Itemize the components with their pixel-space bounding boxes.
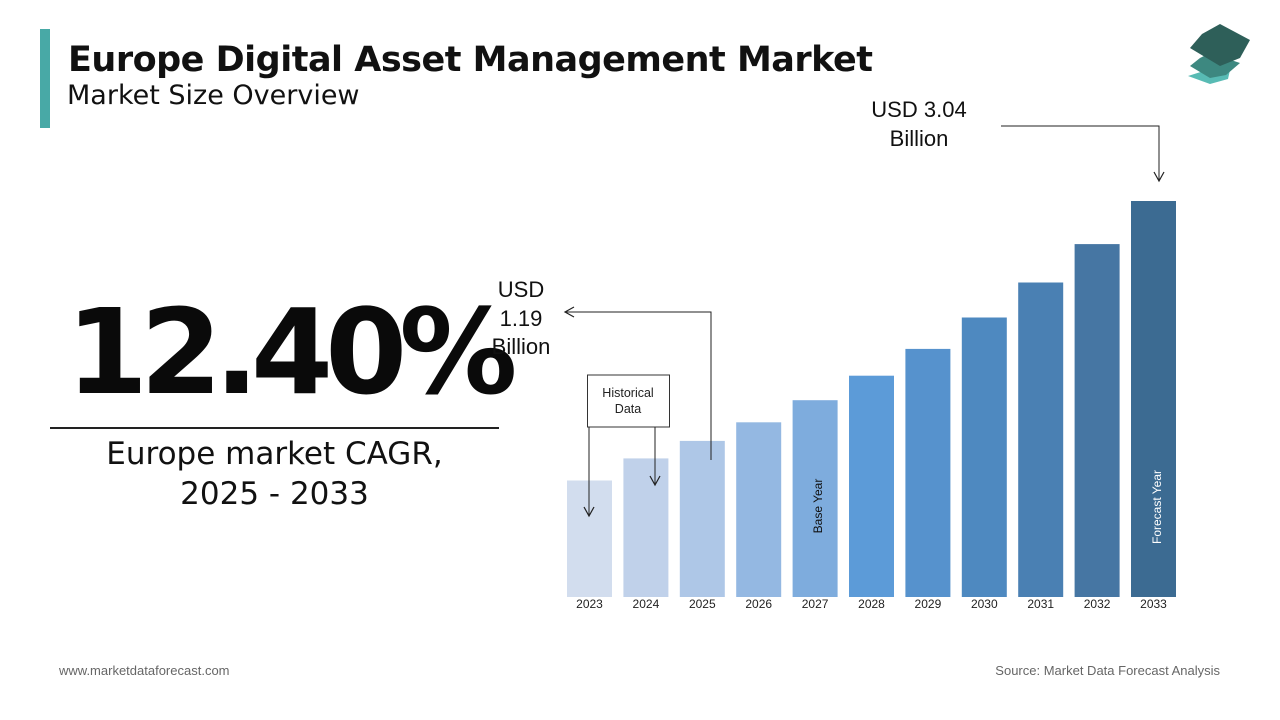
footer-website: www.marketdataforecast.com <box>59 663 230 678</box>
title-accent-bar <box>40 29 50 128</box>
x-tick-2027: 2027 <box>802 597 829 611</box>
cagr-label: Europe market CAGR, 2025 - 2033 <box>50 434 499 514</box>
x-tick-labels: 2023 2024 2025 2026 2027 2028 2029 2030 2031 2032… <box>576 597 1167 611</box>
bar-2025 <box>679 440 725 597</box>
x-tick-2032: 2032 <box>1084 597 1111 611</box>
historical-data-label-line2: Data <box>615 402 641 416</box>
x-tick-2030: 2030 <box>971 597 998 611</box>
page-title: Europe Digital Asset Management Market <box>68 40 873 80</box>
bar-2033 <box>1131 201 1176 597</box>
footer-source: Source: Market Data Forecast Analysis <box>995 663 1220 678</box>
cagr-label-line1: Europe market CAGR, <box>106 436 443 472</box>
end-value-arrow <box>1001 125 1165 183</box>
cagr-divider <box>50 427 499 429</box>
cagr-value: 12.40% <box>66 283 517 421</box>
start-value-line3: Billion <box>492 334 551 359</box>
bars-group <box>567 201 1176 597</box>
start-value-arrow <box>563 306 712 460</box>
bar-2028 <box>849 375 894 597</box>
end-value-line2: Billion <box>890 126 949 151</box>
x-tick-2025: 2025 <box>689 597 716 611</box>
x-tick-2023: 2023 <box>576 597 603 611</box>
end-value-line1: USD 3.04 <box>871 97 966 122</box>
bar-2029 <box>905 348 951 597</box>
x-tick-2029: 2029 <box>915 597 942 611</box>
bar-2032 <box>1074 244 1120 597</box>
page-subtitle: Market Size Overview <box>67 80 360 111</box>
start-value-line1: USD <box>498 277 544 302</box>
base-year-label: Base Year <box>811 479 825 534</box>
bar-2024 <box>623 458 669 597</box>
bar-2031 <box>1018 282 1064 597</box>
x-tick-2028: 2028 <box>858 597 885 611</box>
historical-data-box <box>587 374 670 428</box>
x-tick-2031: 2031 <box>1027 597 1054 611</box>
x-tick-2024: 2024 <box>633 597 660 611</box>
start-value-line2: 1.19 <box>500 306 543 331</box>
x-tick-2026: 2026 <box>745 597 772 611</box>
cagr-label-line2: 2025 - 2033 <box>180 476 369 512</box>
bar-2030 <box>961 317 1007 597</box>
bar-2026 <box>736 422 782 597</box>
logo-layer-top <box>1190 24 1250 66</box>
historical-data-label-line1: Historical <box>602 386 653 400</box>
x-tick-2033: 2033 <box>1140 597 1167 611</box>
stacked-layers-icon <box>1188 24 1250 84</box>
forecast-year-label: Forecast Year <box>1150 470 1164 544</box>
bar-2027 <box>792 400 838 597</box>
